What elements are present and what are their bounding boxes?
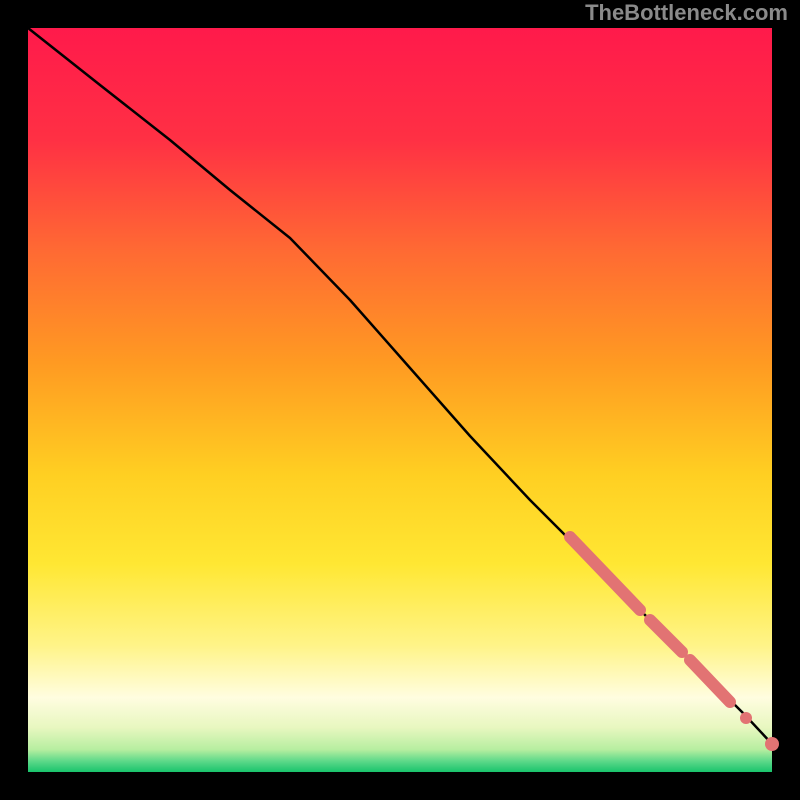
canvas: TheBottleneck.com <box>0 0 800 800</box>
watermark-text: TheBottleneck.com <box>585 0 788 26</box>
highlight-dot <box>765 737 779 751</box>
plot-background <box>28 28 772 772</box>
highlight-dot <box>740 712 752 724</box>
chart-svg <box>0 0 800 800</box>
